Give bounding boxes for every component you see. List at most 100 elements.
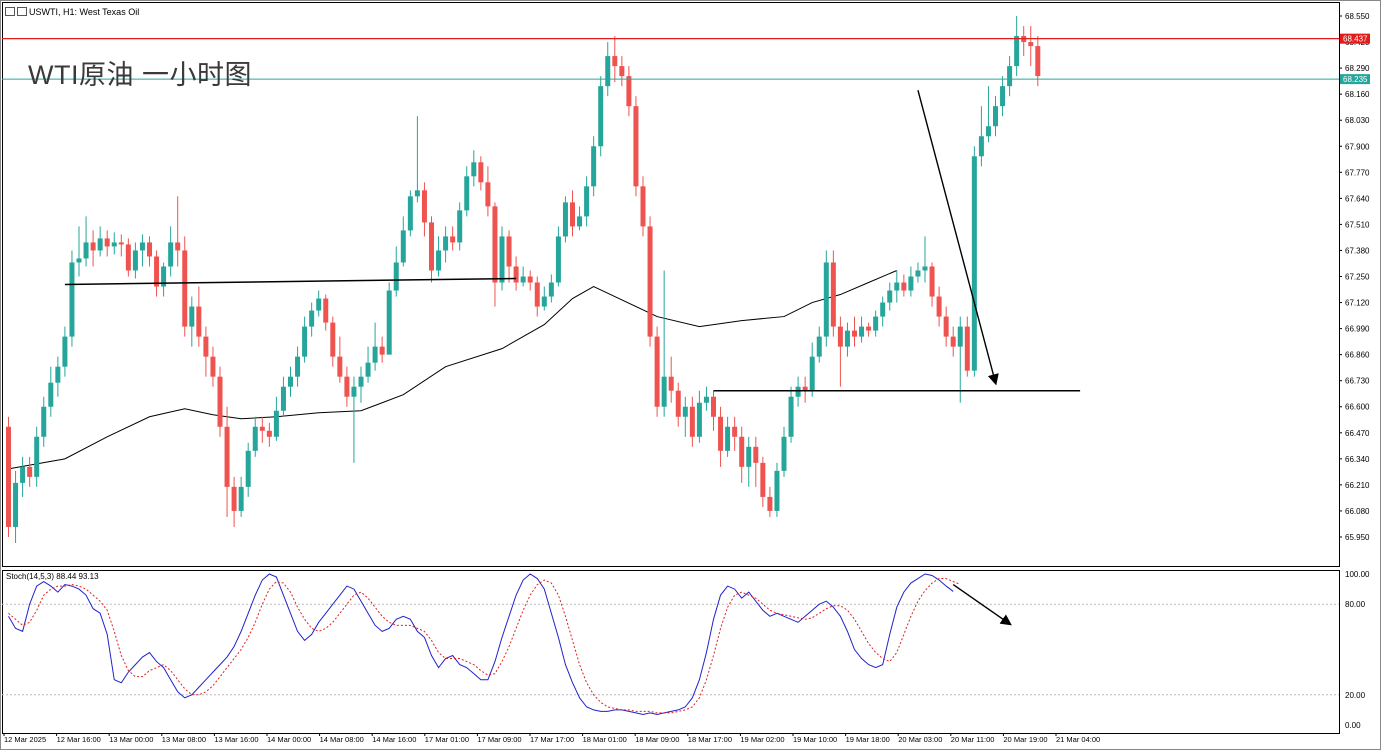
candle xyxy=(654,326,660,417)
price-axis-label: 67.120 xyxy=(1345,299,1370,308)
candle xyxy=(104,230,110,257)
candle-body xyxy=(266,430,272,437)
candle xyxy=(323,294,329,331)
candle-body xyxy=(915,270,921,277)
candle-body xyxy=(6,426,11,527)
candle-body xyxy=(464,176,470,211)
candle xyxy=(859,316,865,343)
candle xyxy=(62,326,68,377)
symbol-menu-icon[interactable] xyxy=(5,7,15,16)
price-axis-label: 66.210 xyxy=(1345,481,1370,490)
candle xyxy=(259,416,265,443)
candle xyxy=(224,406,230,517)
candle-body xyxy=(238,486,244,511)
candle-body xyxy=(788,396,794,437)
candle-body xyxy=(309,310,315,327)
candle-body xyxy=(27,466,33,477)
price-axis-label: 66.730 xyxy=(1345,377,1370,386)
candle xyxy=(915,262,921,283)
candle-body xyxy=(252,426,258,451)
candle xyxy=(852,316,857,347)
candle-body xyxy=(732,426,738,437)
candle-body xyxy=(189,306,195,327)
candle xyxy=(816,326,822,363)
candle-body xyxy=(978,136,984,157)
candle xyxy=(499,226,505,291)
candle-body xyxy=(414,190,420,197)
candle xyxy=(844,322,850,357)
candle-body xyxy=(450,236,456,243)
candle xyxy=(732,416,738,451)
candle-body xyxy=(288,376,293,387)
time-axis-label: 20 Mar 03:00 xyxy=(898,735,942,744)
price-axis-label: 67.510 xyxy=(1345,220,1370,229)
candle-body xyxy=(513,266,519,283)
candle-body xyxy=(83,242,89,259)
candle xyxy=(570,190,575,237)
candle-body xyxy=(591,146,597,187)
time-axis-label: 21 Mar 04:00 xyxy=(1056,735,1100,744)
candle xyxy=(238,476,244,517)
candle xyxy=(168,226,174,277)
candle-body xyxy=(993,106,998,127)
candle xyxy=(880,296,886,327)
candle-body xyxy=(224,426,230,487)
stochastic-axis-label: 100.00 xyxy=(1345,570,1370,579)
candle xyxy=(626,66,632,117)
candle-body xyxy=(534,282,540,307)
candle-body xyxy=(196,306,202,337)
candle xyxy=(69,250,75,347)
candle xyxy=(978,106,984,167)
candle-body xyxy=(612,56,618,67)
candle xyxy=(203,326,209,377)
candle xyxy=(873,310,879,337)
price-axis-label: 65.950 xyxy=(1345,533,1370,542)
candle-body xyxy=(351,386,357,397)
candle-body xyxy=(161,266,167,287)
stochastic-pane-frame xyxy=(2,570,1340,734)
candle xyxy=(266,422,272,447)
candle xyxy=(506,230,512,283)
resistance-price-tag-bg xyxy=(1340,33,1370,44)
time-axis-label: 17 Mar 17:00 xyxy=(530,735,574,744)
candle xyxy=(1000,76,1006,117)
candle-body xyxy=(20,466,26,483)
candle xyxy=(971,146,977,377)
price-axis-label: 67.640 xyxy=(1345,194,1370,203)
stochastic-forecast-arrow xyxy=(952,583,1012,626)
chart-properties-icon[interactable] xyxy=(17,7,27,16)
candle xyxy=(147,236,152,267)
stochastic-indicator-label: Stoch(14,5,3) 88.44 93.13 xyxy=(6,572,99,581)
candle-body xyxy=(866,326,872,331)
candle xyxy=(6,416,11,537)
chart-annotation-title: WTI原油 一小时图 xyxy=(28,60,252,90)
candle xyxy=(985,86,991,143)
candle-body xyxy=(168,242,174,267)
support-trendline xyxy=(64,277,517,286)
candle-body xyxy=(626,76,632,107)
time-axis-label: 19 Mar 10:00 xyxy=(793,735,837,744)
candle-body xyxy=(703,396,709,403)
candle-body xyxy=(725,426,731,451)
candle-body xyxy=(548,282,554,297)
price-axis-label: 67.900 xyxy=(1345,142,1370,151)
candle-body xyxy=(111,242,117,247)
candle xyxy=(725,416,731,457)
candle xyxy=(125,238,131,277)
candle-body xyxy=(443,236,449,251)
candle xyxy=(548,274,554,303)
candle xyxy=(788,386,794,443)
candle-body xyxy=(541,296,547,307)
candle-body xyxy=(76,258,82,263)
candle-body xyxy=(175,242,181,251)
candle-body xyxy=(245,450,251,487)
candle xyxy=(647,216,653,347)
candle xyxy=(887,282,893,311)
candle-body xyxy=(577,216,583,227)
candle-body xyxy=(97,238,103,251)
candle-body xyxy=(852,330,857,337)
candle xyxy=(866,322,872,337)
price-axis-label: 68.550 xyxy=(1345,12,1370,21)
candle xyxy=(182,236,188,337)
